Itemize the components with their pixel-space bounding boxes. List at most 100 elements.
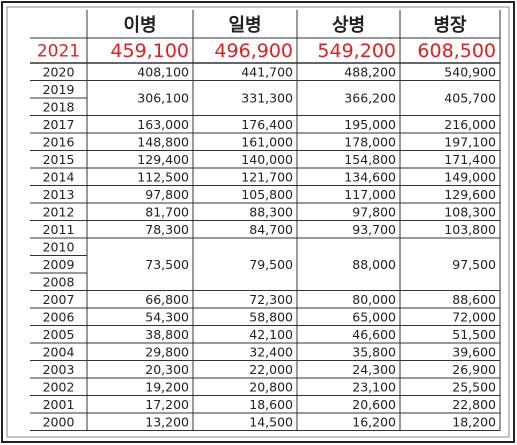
value-cell: 97,500 [452,257,496,272]
value-cell: 20,600 [352,397,396,412]
value-cell: 121,700 [241,169,293,184]
highlight-year: 2021 [37,42,80,62]
value-cell: 16,200 [352,414,396,429]
column-header: 병장 [433,15,467,36]
value-cell: 108,300 [444,204,496,219]
value-cell: 58,800 [249,309,293,324]
value-cell: 18,600 [249,397,293,412]
value-cell: 197,100 [444,134,496,149]
highlight-value: 496,900 [214,40,293,62]
value-cell: 84,700 [249,222,293,237]
value-cell: 73,500 [145,257,189,272]
year-cell: 2012 [43,204,75,219]
year-cell: 2001 [43,397,75,412]
highlight-value: 608,500 [417,40,496,62]
inner-frame [6,6,510,438]
value-cell: 441,700 [241,64,293,79]
value-cell: 25,500 [452,379,496,394]
year-cell: 2016 [43,134,75,149]
value-cell: 13,200 [145,414,189,429]
year-cell: 2005 [43,327,75,342]
value-cell: 35,800 [352,344,396,359]
value-cell: 93,700 [352,222,396,237]
value-cell: 72,300 [249,292,293,307]
value-cell: 540,900 [444,64,496,79]
value-cell: 78,300 [145,222,189,237]
year-cell: 2006 [43,309,75,324]
column-header: 상병 [332,15,365,36]
value-cell: 72,000 [452,309,496,324]
value-cell: 42,100 [249,327,293,342]
value-cell: 51,500 [452,327,496,342]
year-cell: 2000 [43,414,75,429]
value-cell: 81,700 [145,204,189,219]
value-cell: 161,000 [241,134,293,149]
value-cell: 26,900 [452,362,496,377]
value-cell: 149,000 [444,169,496,184]
year-cell: 2002 [43,379,75,394]
value-cell: 154,800 [344,152,396,167]
value-cell: 29,800 [145,344,189,359]
value-cell: 24,300 [352,362,396,377]
value-cell: 39,600 [452,344,496,359]
value-cell: 22,000 [249,362,293,377]
year-cell: 2018 [43,99,75,114]
value-cell: 105,800 [241,187,293,202]
value-cell: 88,300 [249,204,293,219]
value-cell: 163,000 [137,117,189,132]
value-cell: 88,000 [352,257,396,272]
value-cell: 66,800 [145,292,189,307]
value-cell: 134,600 [344,169,396,184]
year-cell: 2019 [43,82,75,97]
year-cell: 2020 [43,64,75,79]
value-cell: 80,000 [352,292,396,307]
value-cell: 176,400 [241,117,293,132]
column-header: 일병 [228,15,261,36]
value-cell: 117,000 [344,187,396,202]
value-cell: 331,300 [241,91,293,106]
value-cell: 14,500 [249,414,293,429]
value-cell: 216,000 [444,117,496,132]
year-cell: 2011 [43,222,75,237]
highlight-value: 549,200 [317,40,396,62]
highlight-value: 459,100 [110,40,189,62]
value-cell: 488,200 [344,64,396,79]
value-cell: 18,200 [452,414,496,429]
value-cell: 22,800 [452,397,496,412]
value-cell: 19,200 [145,379,189,394]
value-cell: 405,700 [444,91,496,106]
value-cell: 38,800 [145,327,189,342]
value-cell: 65,000 [352,309,396,324]
column-header: 이병 [123,15,156,36]
value-cell: 97,800 [145,187,189,202]
year-cell: 2007 [43,292,75,307]
value-cell: 46,600 [352,327,396,342]
value-cell: 171,400 [444,152,496,167]
value-cell: 140,000 [241,152,293,167]
value-cell: 306,100 [137,91,189,106]
value-cell: 178,000 [344,134,396,149]
value-cell: 366,200 [344,91,396,106]
value-cell: 408,100 [137,64,189,79]
value-cell: 112,500 [137,169,189,184]
value-cell: 97,800 [352,204,396,219]
year-cell: 2004 [43,344,75,359]
value-cell: 20,300 [145,362,189,377]
year-cell: 2015 [43,152,75,167]
value-cell: 17,200 [145,397,189,412]
year-cell: 2017 [43,117,75,132]
value-cell: 88,600 [452,292,496,307]
value-cell: 195,000 [344,117,396,132]
value-cell: 148,800 [137,134,189,149]
value-cell: 20,800 [249,379,293,394]
year-cell: 2009 [43,257,75,272]
year-cell: 2003 [43,362,75,377]
year-cell: 2014 [43,169,75,184]
value-cell: 79,500 [249,257,293,272]
year-cell: 2010 [43,239,75,254]
value-cell: 129,600 [444,187,496,202]
year-cell: 2008 [43,274,75,289]
value-cell: 23,100 [352,379,396,394]
value-cell: 32,400 [249,344,293,359]
